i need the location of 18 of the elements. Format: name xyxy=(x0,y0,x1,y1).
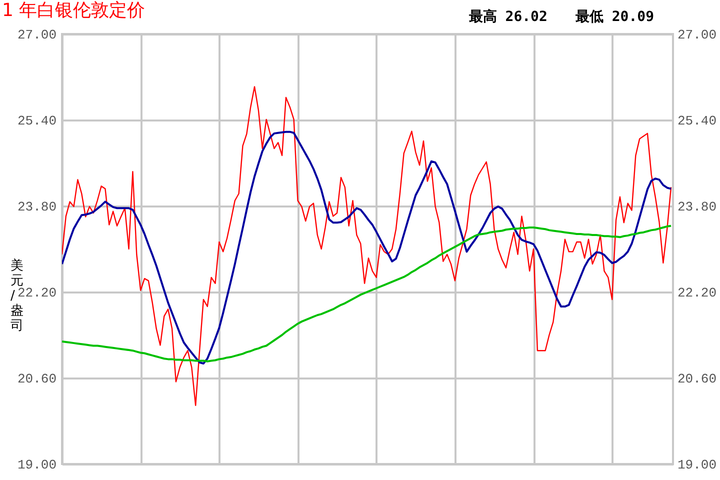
y-tick-label: 27.00 xyxy=(17,28,56,42)
y-tick-label: 23.80 xyxy=(17,200,56,214)
y2-tick-label: 22.20 xyxy=(678,286,717,300)
y2-tick-label: 20.60 xyxy=(678,372,717,386)
text: 最高 26.02 xyxy=(468,9,548,25)
line-series xyxy=(62,224,672,362)
line-series xyxy=(62,130,672,364)
y2-tick-label: 23.80 xyxy=(678,200,717,214)
y-tick-label: 22.20 xyxy=(17,286,56,300)
text: 最低 20.09 xyxy=(575,9,654,25)
y-tick-label: 25.40 xyxy=(17,114,56,128)
y2-tick-label: 27.00 xyxy=(678,28,717,42)
y2-tick-label: 25.40 xyxy=(678,114,717,128)
y2-tick-label: 19.00 xyxy=(678,458,717,472)
y-tick-label: 19.00 xyxy=(17,458,56,472)
y-tick-label: 20.60 xyxy=(17,372,56,386)
line-series xyxy=(62,86,672,406)
chart-title: 1 年白银伦敦定价 xyxy=(2,0,146,21)
